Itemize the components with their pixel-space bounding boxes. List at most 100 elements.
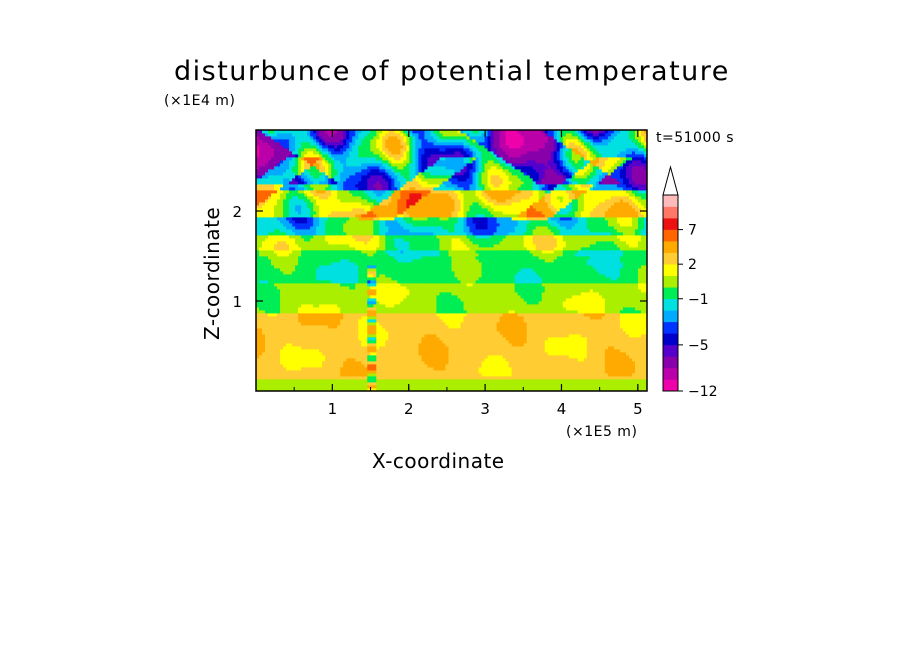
field-cell: [370, 271, 374, 275]
field-cell: [409, 298, 413, 302]
field-cell: [304, 313, 308, 317]
field-cell: [307, 220, 311, 224]
field-cell: [418, 253, 422, 257]
field-cell: [277, 289, 281, 293]
field-cell: [364, 202, 368, 206]
field-cell: [349, 322, 353, 326]
field-cell: [406, 154, 410, 158]
field-cell: [283, 181, 287, 185]
field-cell: [283, 271, 287, 275]
field-cell: [403, 220, 407, 224]
field-cell: [265, 376, 269, 380]
field-cell: [370, 334, 374, 338]
field-cell: [340, 142, 344, 146]
field-cell: [367, 202, 371, 206]
field-cell: [364, 214, 368, 218]
field-cell: [343, 238, 347, 242]
field-cell: [259, 268, 263, 272]
field-cell: [397, 289, 401, 293]
field-cell: [409, 142, 413, 146]
field-cell: [337, 142, 341, 146]
field-cell: [349, 226, 353, 230]
field-cell: [379, 325, 383, 329]
field-cell: [334, 340, 338, 344]
field-cell: [400, 184, 404, 188]
field-cell: [361, 223, 365, 227]
field-cell: [298, 169, 302, 173]
field-cell: [355, 310, 359, 314]
field-cell: [289, 136, 293, 140]
field-cell: [331, 181, 335, 185]
field-cell: [310, 196, 314, 200]
field-cell: [382, 229, 386, 233]
field-cell: [373, 136, 377, 140]
field-cell: [346, 142, 350, 146]
field-cell: [394, 133, 398, 137]
field-cell: [379, 175, 383, 179]
field-cell: [403, 262, 407, 266]
field-cell: [394, 319, 398, 323]
field-cell: [400, 349, 404, 353]
field-cell: [286, 148, 290, 152]
field-cell: [286, 352, 290, 356]
field-cell: [325, 289, 329, 293]
field-cell: [361, 226, 365, 230]
field-cell: [313, 247, 317, 251]
field-cell: [358, 184, 362, 188]
field-cell: [355, 364, 359, 368]
field-cell: [295, 367, 299, 371]
field-cell: [316, 319, 320, 323]
field-cell: [259, 316, 263, 320]
field-cell: [376, 142, 380, 146]
field-cell: [256, 220, 260, 224]
field-cell: [292, 277, 296, 281]
field-cell: [289, 388, 293, 391]
field-cell: [262, 379, 266, 383]
field-cell: [256, 382, 260, 386]
field-cell: [259, 310, 263, 314]
field-cell: [262, 166, 266, 170]
field-cell: [256, 370, 260, 374]
field-cell: [370, 298, 374, 302]
field-cell: [403, 253, 407, 257]
field-cell: [346, 226, 350, 230]
field-cell: [298, 268, 302, 272]
field-cell: [265, 277, 269, 281]
field-cell: [268, 349, 272, 353]
field-cell: [283, 208, 287, 212]
field-cell: [400, 286, 404, 290]
field-cell: [400, 283, 404, 287]
field-cell: [310, 172, 314, 176]
field-cell: [298, 388, 302, 391]
field-cell: [337, 262, 341, 266]
field-cell: [370, 208, 374, 212]
field-cell: [328, 235, 332, 239]
field-cell: [373, 340, 377, 344]
field-cell: [262, 187, 266, 191]
field-cell: [301, 331, 305, 335]
field-cell: [277, 307, 281, 311]
field-cell: [298, 376, 302, 380]
field-cell: [307, 307, 311, 311]
field-cell: [331, 250, 335, 254]
field-cell: [277, 379, 281, 383]
field-cell: [349, 196, 353, 200]
field-cell: [289, 319, 293, 323]
field-cell: [349, 313, 353, 317]
field-cell: [259, 319, 263, 323]
field-cell: [364, 301, 368, 305]
field-cell: [421, 187, 425, 191]
field-cell: [289, 292, 293, 296]
field-cell: [406, 235, 410, 239]
field-cell: [301, 148, 305, 152]
field-cell: [364, 277, 368, 281]
field-cell: [355, 211, 359, 215]
field-cell: [265, 166, 269, 170]
field-cell: [355, 145, 359, 149]
field-cell: [334, 151, 338, 155]
field-cell: [388, 193, 392, 197]
field-cell: [370, 367, 374, 371]
field-cell: [289, 148, 293, 152]
field-cell: [421, 223, 425, 227]
field-cell: [289, 235, 293, 239]
